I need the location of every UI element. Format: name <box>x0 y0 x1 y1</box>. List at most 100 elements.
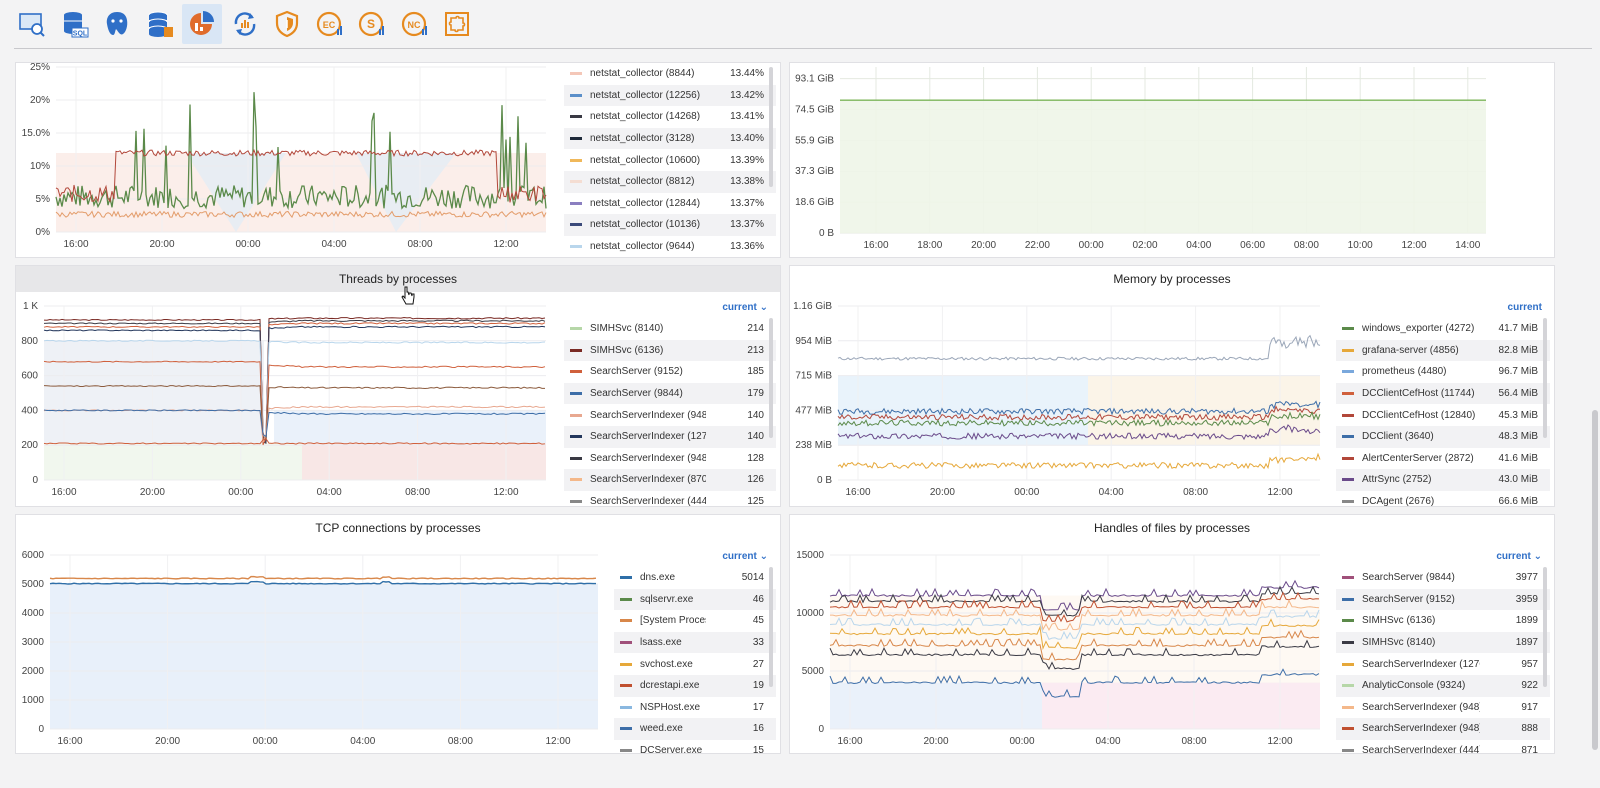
panel-title[interactable]: Memory by processes <box>1113 272 1231 286</box>
legend-item[interactable]: weed.exe 16 <box>614 718 776 740</box>
x-tick-label: 08:00 <box>1181 736 1206 747</box>
legend-item[interactable]: SearchServerIndexer (8704) 126 <box>564 469 776 491</box>
legend-item[interactable]: SearchServerIndexer (948) 888 <box>1336 718 1550 740</box>
shield-button[interactable] <box>267 4 307 44</box>
page-scrollbar[interactable] <box>1592 410 1598 750</box>
legend-item[interactable]: SearchServerIndexer (12768) 140 <box>564 425 776 448</box>
legend-item-value: 1899 <box>1515 615 1538 627</box>
legend-item[interactable]: SearchServer (9152) 185 <box>564 361 776 383</box>
legend-item[interactable]: netstat_collector (8812) 13.38% <box>564 170 776 193</box>
panel-title[interactable]: Handles of files by processes <box>1093 521 1251 535</box>
legend-item[interactable]: SIMHSvc (6136) 1899 <box>1336 610 1550 632</box>
legend-item[interactable]: SearchServer (9152) 3959 <box>1336 588 1550 611</box>
nc-button[interactable]: NC <box>395 4 435 44</box>
postgresql-button[interactable] <box>97 4 137 44</box>
legend-sort-dropdown[interactable]: current ⌄ <box>722 551 768 562</box>
legend-item[interactable]: NSPHost.exe 17 <box>614 697 776 719</box>
legend-item[interactable]: SIMHSvc (8140) 1897 <box>1336 631 1550 654</box>
legend-sort-dropdown[interactable]: current ⌄ <box>1496 551 1542 562</box>
legend-item[interactable]: netstat_collector (14268) 13.41% <box>564 106 776 128</box>
legend-item[interactable]: SearchServerIndexer (444) 125 <box>564 491 776 507</box>
legend-item[interactable]: DCAgent (2676) 66.6 MiB <box>1336 491 1550 506</box>
legend-item[interactable]: windows_exporter (4272) 41.7 MiB <box>1336 318 1550 340</box>
legend-item[interactable]: SearchServerIndexer (948) 140 <box>564 404 776 426</box>
y-tick-label: 954 MiB <box>795 336 832 347</box>
legend-item-value: 125 <box>747 496 764 507</box>
sql-database-button[interactable]: SQL <box>55 4 95 44</box>
legend-item-value: 15 <box>752 745 764 754</box>
area-fill <box>830 595 1320 683</box>
legend-item[interactable]: DCClientCefHost (12840) 45.3 MiB <box>1336 404 1550 426</box>
legend-scrollbar[interactable] <box>769 67 773 187</box>
legend-item[interactable]: lsass.exe 33 <box>614 631 776 654</box>
legend-item-name: SIMHSvc (6136) <box>1362 615 1436 627</box>
legend-item[interactable]: DCClient (3640) 48.3 MiB <box>1336 425 1550 448</box>
legend-item[interactable]: DCServer.exe 15 <box>614 740 776 754</box>
legend-scrollbar[interactable] <box>1543 318 1547 438</box>
y-tick-label: 715 MiB <box>795 371 832 382</box>
series-line <box>829 609 1320 640</box>
x-tick-label: 08:00 <box>1294 240 1319 251</box>
screen-search-button[interactable] <box>12 4 52 44</box>
legend-item[interactable]: netstat_collector (9644) 13.36% <box>564 236 776 257</box>
pie-chart-button[interactable] <box>182 4 222 44</box>
sql-database-icon: SQL <box>63 12 88 38</box>
legend-item[interactable]: netstat_collector (12844) 13.37% <box>564 193 776 215</box>
legend-item-name: netstat_collector (12256) <box>590 89 701 101</box>
legend-item[interactable]: svchost.exe 27 <box>614 653 776 675</box>
legend-item[interactable]: [System Process] 45 <box>614 610 776 632</box>
legend-sort-dropdown[interactable]: current <box>1507 302 1542 313</box>
legend-item[interactable]: netstat_collector (3128) 13.40% <box>564 127 776 150</box>
legend-scrollbar[interactable] <box>769 567 773 687</box>
legend-item[interactable]: netstat_collector (8844) 13.44% <box>564 63 776 85</box>
legend-item[interactable]: grafana-server (4856) 82.8 MiB <box>1336 339 1550 362</box>
y-tick-label: 0 <box>32 475 38 486</box>
legend-item[interactable]: SIMHSvc (6136) 213 <box>564 339 776 362</box>
legend-item[interactable]: SearchServerIndexer (444) 871 <box>1336 740 1550 753</box>
panel-title[interactable]: TCP connections by processes <box>315 521 481 535</box>
x-tick-label: 20:00 <box>923 736 948 747</box>
series-line <box>55 92 547 211</box>
legend-item[interactable]: netstat_collector (10600) 13.39% <box>564 149 776 171</box>
legend-item[interactable]: AttrSync (2752) 43.0 MiB <box>1336 469 1550 491</box>
legend-scrollbar[interactable] <box>769 318 773 438</box>
s-button[interactable]: S <box>352 4 392 44</box>
legend-item[interactable]: SearchServer (9844) 3977 <box>1336 567 1550 589</box>
legend-item[interactable]: dns.exe 5014 <box>614 567 776 589</box>
legend-sort-dropdown[interactable]: current ⌄ <box>722 302 768 313</box>
legend-item-value: 45 <box>752 615 764 627</box>
legend-swatch <box>570 478 582 482</box>
ec-button[interactable]: EC <box>310 4 350 44</box>
panel-title[interactable]: Threads by processes <box>16 266 780 292</box>
legend-item[interactable]: SearchServerIndexer (12768) 957 <box>1336 653 1550 675</box>
legend-item[interactable]: SearchServerIndexer (948) 917 <box>1336 697 1550 719</box>
legend-item[interactable]: SIMHSvc (8140) 214 <box>564 318 776 340</box>
legend-swatch <box>570 348 582 352</box>
legend-item[interactable]: dcrestapi.exe 19 <box>614 674 776 697</box>
legend-scrollbar[interactable] <box>1543 567 1547 687</box>
legend-item[interactable]: DCClientCefHost (11744) 56.4 MiB <box>1336 382 1550 405</box>
y-tick-label: 15.0% <box>22 128 50 139</box>
database-stack-button[interactable] <box>140 4 180 44</box>
legend-item[interactable]: prometheus (4480) 96.7 MiB <box>1336 361 1550 383</box>
legend-item-value: 126 <box>747 474 764 486</box>
legend-item[interactable]: AnalyticConsole (9324) 922 <box>1336 674 1550 697</box>
legend-item[interactable]: netstat_collector (12256) 13.42% <box>564 84 776 107</box>
legend-item[interactable]: netstat_collector (10136) 13.37% <box>564 214 776 236</box>
legend-item-value: 41.7 MiB <box>1498 323 1538 335</box>
sync-chart-button[interactable] <box>225 4 265 44</box>
series-line <box>43 316 546 440</box>
x-tick-label: 00:00 <box>1079 240 1104 251</box>
y-tick-label: 5% <box>36 194 51 205</box>
legend-item-value: 140 <box>747 431 764 443</box>
legend-swatch <box>1342 705 1354 709</box>
legend-item[interactable]: sqlservr.exe 46 <box>614 588 776 611</box>
legend-swatch <box>570 456 582 460</box>
x-tick-label: 08:00 <box>1183 487 1208 498</box>
legend-item[interactable]: AlertCenterServer (2872) 41.6 MiB <box>1336 448 1550 470</box>
puzzle-button[interactable] <box>437 4 477 44</box>
legend-item[interactable]: SearchServerIndexer (948) 128 <box>564 448 776 470</box>
legend-item-name: netstat_collector (12844) <box>590 197 701 209</box>
legend-item[interactable]: SearchServer (9844) 179 <box>564 382 776 405</box>
x-tick-label: 16:00 <box>57 736 82 747</box>
